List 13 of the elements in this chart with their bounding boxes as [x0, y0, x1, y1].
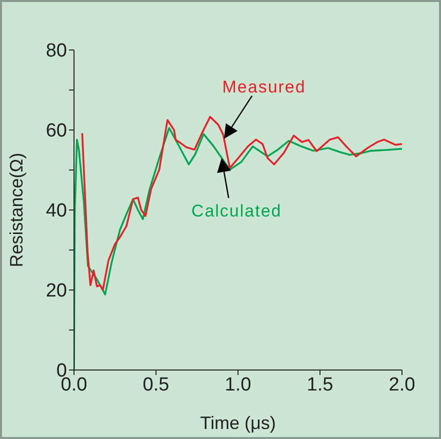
y-tick-label: 40	[46, 200, 67, 222]
y-tick-label: 60	[46, 120, 67, 142]
y-tick-label: 20	[46, 280, 67, 302]
y-axis-title: Resistance(Ω)	[6, 152, 26, 268]
x-tick-label: 1.0	[224, 374, 252, 396]
y-tick-label: 80	[46, 40, 67, 62]
x-axis-title: Time (μs)	[200, 413, 276, 433]
annotation: Measured	[222, 77, 306, 96]
annotation: Calculated	[191, 201, 282, 220]
line-series	[81, 116, 402, 291]
x-tick-label: 2.0	[388, 374, 416, 396]
x-tick-label: 0.5	[142, 374, 170, 396]
x-tick-label: 1.5	[306, 374, 334, 396]
